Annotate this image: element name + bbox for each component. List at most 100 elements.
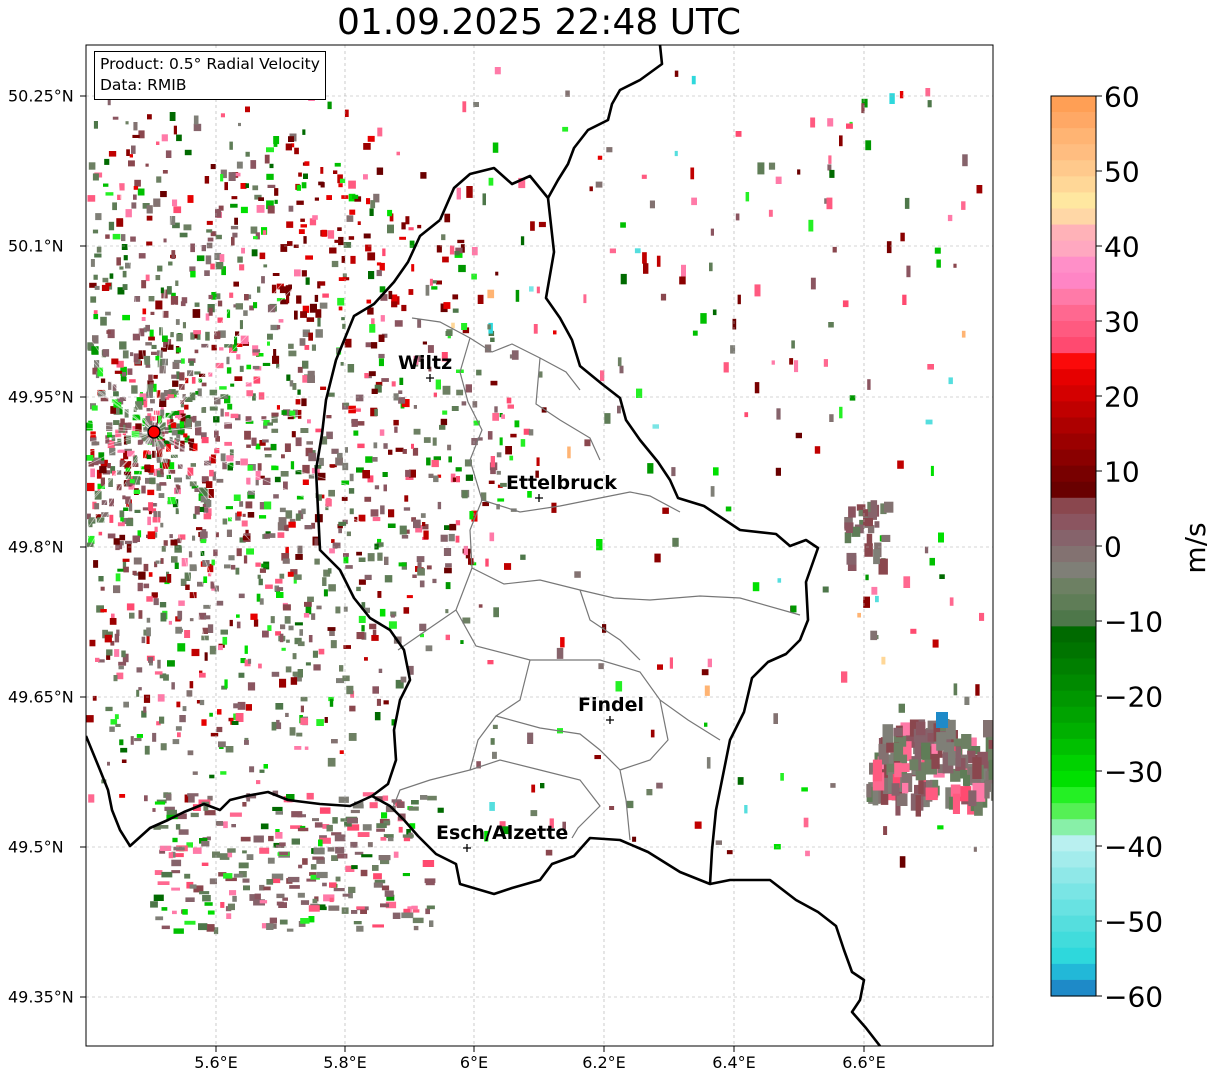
colorbar-tick-label: −30 — [1104, 755, 1164, 789]
city-label-ettelbruck: Ettelbruck — [506, 472, 617, 494]
colorbar-band — [1051, 674, 1096, 692]
product-label: Product: 0.5° Radial Velocity — [100, 55, 320, 73]
borders-layer — [86, 45, 882, 1046]
colorbar-band — [1051, 272, 1096, 290]
colorbar-band — [1051, 256, 1096, 274]
colorbar-band — [1051, 626, 1096, 644]
city-markers — [426, 374, 614, 852]
colorbar-tick-label: 40 — [1104, 230, 1140, 264]
france-border — [709, 878, 882, 1046]
colorbar-band — [1051, 915, 1096, 933]
colorbar-band — [1051, 578, 1096, 595]
colorbar-band — [1051, 546, 1096, 563]
lat-tick-label: 50.25°N — [8, 86, 74, 106]
city-marker-findel — [606, 716, 614, 724]
luxembourg-border — [86, 166, 820, 896]
lon-tick-label: 5.8°E — [323, 1053, 367, 1072]
colorbar-band — [1051, 369, 1096, 386]
colorbar-band — [1051, 208, 1096, 226]
colorbar-tick-label: 30 — [1104, 305, 1140, 339]
colorbar-band — [1051, 979, 1096, 997]
data-source-label: Data: RMIB — [100, 76, 187, 94]
colorbar-tick-label: −40 — [1104, 830, 1164, 864]
colorbar-band — [1051, 963, 1096, 981]
colorbar-band — [1051, 867, 1096, 885]
lon-tick-label: 6°E — [459, 1053, 489, 1072]
city-marker-esch — [463, 844, 471, 852]
colorbar-band — [1051, 529, 1096, 547]
map-frame — [85, 44, 994, 1047]
city-label-esch-alzette: Esch/Alzette — [436, 822, 569, 844]
colorbar-tick-label: −50 — [1104, 905, 1164, 939]
colorbar-tick-label: 0 — [1104, 530, 1122, 564]
colorbar-band — [1051, 96, 1096, 113]
colorbar-band — [1051, 803, 1096, 820]
colorbar-tick-label: 50 — [1104, 155, 1140, 189]
colorbar-band — [1051, 562, 1096, 579]
lat-tick-label: 49.65°N — [8, 687, 74, 707]
colorbar-band — [1051, 835, 1096, 852]
germany-border — [546, 45, 664, 199]
lat-tick-label: 50.1°N — [8, 236, 64, 256]
colorbar-band — [1051, 176, 1096, 194]
colorbar-band — [1051, 771, 1096, 788]
colorbar-band — [1051, 337, 1096, 354]
colorbar-band — [1051, 449, 1096, 467]
colorbar-band — [1051, 851, 1096, 869]
colorbar-band — [1051, 883, 1096, 901]
colorbar-tick-label: 10 — [1104, 455, 1140, 489]
colorbar-band — [1051, 787, 1096, 804]
city-label-wiltz: Wiltz — [398, 352, 453, 374]
colorbar-band — [1051, 433, 1096, 451]
colorbar-unit-label: m/s — [1179, 522, 1207, 574]
lon-tick-label: 5.6°E — [194, 1053, 238, 1072]
colorbar-band — [1051, 224, 1096, 242]
colorbar-band — [1051, 240, 1096, 258]
colorbar-band — [1051, 481, 1096, 499]
colorbar-tick-label: 60 — [1104, 80, 1140, 114]
lat-tick-label: 49.95°N — [8, 387, 74, 407]
axis-ticks — [80, 95, 865, 1052]
city-label-findel: Findel — [578, 694, 645, 716]
colorbar-tick-label: −20 — [1104, 680, 1164, 714]
colorbar-band — [1051, 321, 1096, 338]
colorbar-band — [1051, 706, 1096, 724]
colorbar-band — [1051, 899, 1096, 917]
colorbar-band — [1051, 401, 1096, 419]
canton-boundaries — [391, 317, 801, 841]
colorbar-tick-label: −10 — [1104, 605, 1164, 639]
lat-tick-label: 49.5°N — [8, 837, 64, 857]
colorbar-band — [1051, 112, 1096, 129]
colorbar-band — [1051, 931, 1096, 949]
colorbar-tick-label: 20 — [1104, 380, 1140, 414]
lat-tick-label: 49.8°N — [8, 537, 64, 557]
lat-tick-label: 49.35°N — [8, 987, 74, 1007]
colorbar-band — [1051, 754, 1096, 772]
colorbar-band — [1051, 819, 1096, 836]
radar-site-marker — [147, 425, 161, 439]
colorbar-tick-label: −60 — [1104, 980, 1164, 1014]
colorbar-band — [1051, 128, 1096, 145]
product-info-box: Product: 0.5° Radial Velocity Data: RMIB — [94, 51, 326, 100]
colorbar-band — [1051, 513, 1096, 531]
colorbar-band — [1051, 465, 1096, 483]
colorbar-band — [1051, 417, 1096, 435]
lon-tick-label: 6.6°E — [842, 1053, 886, 1072]
colorbar-band — [1051, 610, 1096, 627]
colorbar-band — [1051, 144, 1096, 161]
map-background — [86, 45, 993, 1046]
city-marker-ettelbruck — [535, 494, 543, 502]
colorbar-band — [1051, 690, 1096, 708]
colorbar-band — [1051, 385, 1096, 402]
colorbar-band — [1051, 642, 1096, 660]
colorbar-band — [1051, 497, 1096, 515]
city-marker-wiltz — [426, 374, 434, 382]
colorbar-band — [1051, 160, 1096, 177]
chart-title: 01.09.2025 22:48 UTC — [336, 2, 742, 43]
colorbar-band — [1051, 658, 1096, 676]
colorbar-band — [1051, 594, 1096, 611]
lon-tick-label: 6.2°E — [582, 1053, 626, 1072]
colorbar-band — [1051, 288, 1096, 306]
colorbar-band — [1051, 947, 1096, 965]
